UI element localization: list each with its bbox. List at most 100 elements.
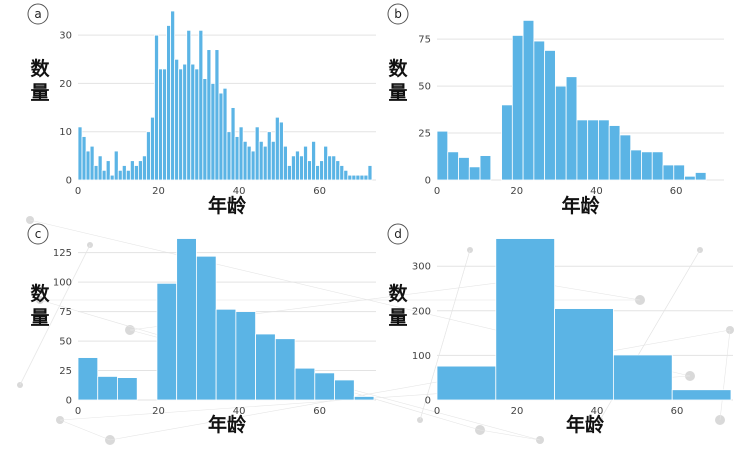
histogram-bar — [154, 34, 159, 181]
bg-line — [419, 249, 471, 421]
histogram-bar — [117, 377, 138, 401]
panel-badge-label: c — [35, 227, 42, 241]
panel-badge-circle — [27, 223, 49, 245]
panel-badge-circle — [27, 3, 49, 25]
histogram-bar — [684, 175, 696, 181]
x-axis-label: 年龄 — [566, 413, 605, 436]
x-tick-label: 60 — [670, 186, 683, 197]
histogram-bar — [89, 145, 95, 181]
histogram-bar — [186, 29, 192, 181]
x-tick-label: 60 — [671, 406, 684, 417]
y-tick-label: 75 — [59, 307, 72, 318]
histogram-bar — [343, 169, 349, 181]
histogram-bar — [178, 68, 184, 181]
histogram-bar — [287, 165, 292, 181]
histogram-bar — [522, 19, 535, 181]
histogram-bar — [246, 145, 252, 181]
y-tick-label: 100 — [412, 351, 431, 362]
y-axis-label: 数量 — [30, 282, 50, 329]
histogram-bar — [359, 174, 365, 181]
y-tick-label: 125 — [53, 248, 72, 259]
histogram-bar — [202, 78, 208, 181]
histogram-bar — [77, 357, 99, 401]
histogram-bar — [146, 131, 151, 181]
y-tick-label: 10 — [59, 127, 72, 138]
histogram-bar — [295, 150, 300, 181]
histogram-bar — [274, 116, 280, 181]
histogram-bar — [641, 151, 653, 181]
y-tick-label: 25 — [418, 129, 431, 140]
histogram-bar — [331, 155, 337, 181]
histogram-bar — [334, 379, 355, 401]
histogram-bar — [150, 116, 155, 181]
histogram-bar — [117, 169, 123, 181]
y-tick-label: 200 — [412, 306, 431, 317]
y-tick-label: 0 — [66, 396, 72, 407]
histogram-bar — [174, 58, 180, 181]
histogram-bar — [327, 155, 333, 181]
histogram-bar — [694, 172, 707, 181]
panel-badge-label: a — [34, 7, 41, 21]
histogram-bar — [576, 119, 589, 181]
histogram-bar — [565, 76, 578, 181]
histogram-bar — [214, 49, 220, 181]
x-tick-label: 60 — [313, 186, 326, 197]
histogram-bar — [533, 40, 546, 181]
x-tick-label: 40 — [233, 186, 246, 197]
histogram-bar — [85, 150, 91, 181]
histogram-bar — [230, 107, 236, 181]
y-tick-label: 50 — [418, 82, 431, 93]
histogram-bar — [218, 92, 224, 181]
histogram-bar — [176, 238, 197, 401]
histogram-bar — [255, 333, 276, 401]
histogram-bar — [619, 134, 632, 181]
histogram-bar — [315, 165, 321, 181]
y-axis-label: 数量 — [388, 57, 408, 104]
y-tick-label: 100 — [53, 278, 72, 289]
histogram-bar — [235, 311, 256, 401]
histogram-bar — [613, 354, 673, 401]
histogram-bar — [270, 140, 276, 181]
histogram-bar — [156, 282, 178, 401]
histogram-bar — [195, 255, 217, 401]
histogram-bar — [206, 49, 212, 181]
x-tick-label: 20 — [152, 186, 165, 197]
histogram-bar — [113, 150, 119, 181]
histogram-bar — [138, 160, 143, 181]
panel-badge-label: d — [394, 227, 402, 241]
histogram-panel-a: 0 10 20 30 0 20 40 60 年龄 数量 a — [27, 3, 376, 217]
histogram-bar — [671, 389, 732, 401]
histogram-bar — [468, 166, 481, 181]
histogram-bar — [651, 151, 664, 181]
histogram-bar — [97, 376, 118, 401]
histogram-bar — [105, 160, 111, 181]
histogram-bar — [673, 164, 685, 181]
histogram-bar — [319, 160, 325, 181]
x-tick-label: 60 — [313, 406, 326, 417]
histogram-bar — [158, 68, 163, 181]
histogram-bar — [367, 165, 373, 181]
y-tick-label: 300 — [412, 262, 431, 273]
histogram-bar — [198, 29, 204, 181]
histogram-bar — [662, 164, 675, 181]
histogram-bar — [262, 145, 268, 181]
histogram-bar — [351, 174, 357, 181]
panel-badge-label: b — [394, 7, 402, 21]
histogram-bar — [282, 145, 288, 181]
x-axis-label: 年龄 — [561, 194, 600, 217]
histogram-bar — [311, 140, 316, 181]
histogram-bar — [323, 145, 329, 181]
y-tick-label: 75 — [418, 35, 431, 46]
histogram-bar — [307, 160, 312, 181]
histogram-bar — [355, 174, 361, 181]
histogram-bar — [226, 131, 232, 181]
histogram-bar — [335, 160, 341, 181]
histogram-bar — [215, 308, 237, 401]
bg-line — [479, 429, 541, 441]
histogram-bar — [598, 119, 610, 181]
histogram-bar — [125, 169, 131, 181]
x-axis-label: 年龄 — [208, 413, 247, 436]
histogram-bar — [81, 136, 87, 181]
histogram-bar — [339, 165, 345, 181]
